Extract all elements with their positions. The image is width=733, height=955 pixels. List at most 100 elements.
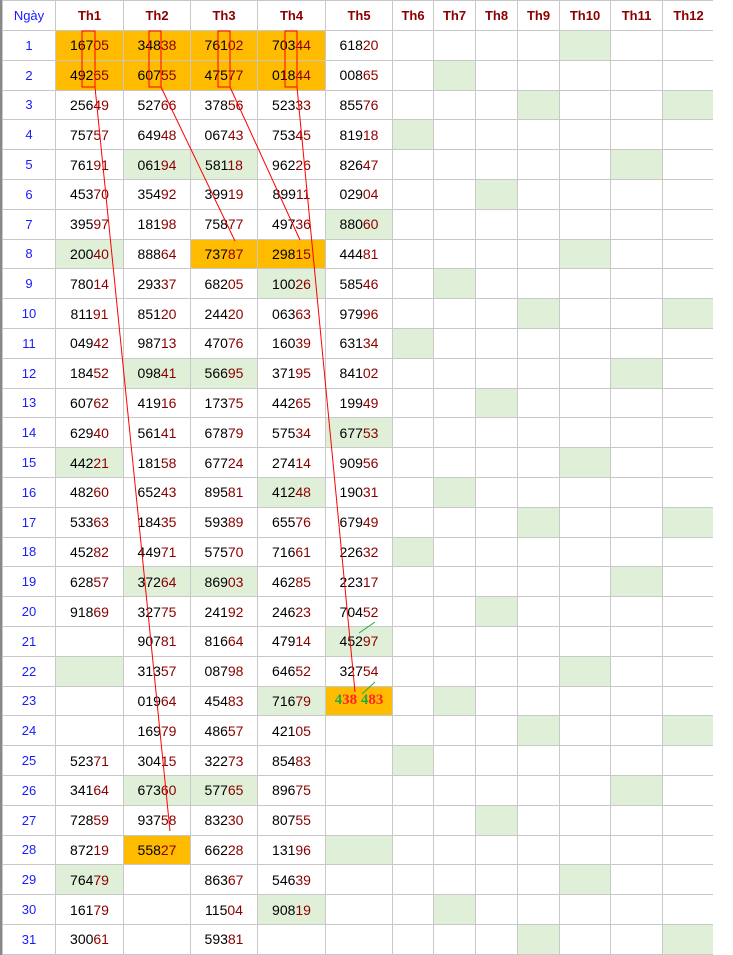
header-th9: Th9 bbox=[517, 0, 560, 31]
cell-th12 bbox=[662, 238, 715, 270]
cell-th10 bbox=[559, 178, 611, 210]
cell-th12 bbox=[662, 536, 715, 568]
cell-th1: 49265 bbox=[55, 59, 124, 91]
cell-th6 bbox=[392, 476, 434, 508]
cell-th6 bbox=[392, 536, 434, 568]
table-row: 14 62940 56141 67879 57534 67753 bbox=[2, 417, 715, 449]
cell-th11 bbox=[610, 566, 663, 598]
cell-th12 bbox=[662, 715, 715, 747]
cell-th11 bbox=[610, 804, 663, 836]
table-row: 6 45370 35492 39919 89911 02904 bbox=[2, 178, 715, 210]
cell-th7 bbox=[433, 298, 476, 329]
table-row: 30 16179 11504 90819 bbox=[2, 894, 715, 925]
cell-th8 bbox=[475, 715, 518, 747]
cell-th3: 24420 bbox=[190, 298, 258, 329]
cell-th7 bbox=[433, 625, 476, 657]
cell-th10 bbox=[559, 357, 611, 389]
cell-th8 bbox=[475, 268, 518, 300]
cell-th5: 19031 bbox=[325, 476, 393, 508]
cell-th9 bbox=[517, 566, 560, 598]
cell-th5: 82647 bbox=[325, 149, 393, 180]
cell-th4: 16039 bbox=[257, 327, 326, 359]
cell-th4: 75345 bbox=[257, 119, 326, 151]
cell-th4: 42105 bbox=[257, 715, 326, 747]
cell-th3: 11504 bbox=[190, 894, 258, 925]
cell-th5 bbox=[325, 715, 393, 747]
header-th5: Th5 bbox=[325, 0, 393, 31]
table-row: 24 16979 48657 42105 bbox=[2, 715, 715, 747]
cell-th7 bbox=[433, 745, 476, 776]
cell-th10 bbox=[559, 506, 611, 538]
cell-th2: 30415 bbox=[123, 745, 191, 776]
day-label: 16 bbox=[2, 476, 56, 508]
cell-th3: 58118 bbox=[190, 149, 258, 180]
day-label: 10 bbox=[2, 298, 56, 329]
cell-th5: 84102 bbox=[325, 357, 393, 389]
cell-th11 bbox=[610, 834, 663, 866]
cell-th1: 30061 bbox=[55, 923, 124, 955]
cell-th6 bbox=[392, 30, 434, 61]
cell-th9 bbox=[517, 685, 560, 717]
cell-th4: 46285 bbox=[257, 566, 326, 598]
cell-th3: 57570 bbox=[190, 536, 258, 568]
day-label: 28 bbox=[2, 834, 56, 866]
day-label: 25 bbox=[2, 745, 56, 776]
cell-th9 bbox=[517, 327, 560, 359]
cell-th5 bbox=[325, 894, 393, 925]
cell-th4: 06363 bbox=[257, 298, 326, 329]
cell-th11 bbox=[610, 298, 663, 329]
cell-th3: 73787 bbox=[190, 238, 258, 270]
cell-th12 bbox=[662, 357, 715, 389]
prediction-cell: 438 483 bbox=[325, 685, 393, 717]
cell-th2: 18198 bbox=[123, 208, 191, 240]
cell-th12 bbox=[662, 149, 715, 180]
cell-th9 bbox=[517, 268, 560, 300]
cell-th1: 48260 bbox=[55, 476, 124, 508]
cell-th3: 86367 bbox=[190, 864, 258, 896]
day-label: 6 bbox=[2, 178, 56, 210]
cell-th1: 75757 bbox=[55, 119, 124, 151]
cell-th2: 09841 bbox=[123, 357, 191, 389]
cell-th7 bbox=[433, 655, 476, 687]
cell-th10 bbox=[559, 208, 611, 240]
cell-th7 bbox=[433, 268, 476, 300]
cell-th3: 06743 bbox=[190, 119, 258, 151]
cell-th11 bbox=[610, 178, 663, 210]
cell-th5: 45297 bbox=[325, 625, 393, 657]
cell-th12 bbox=[662, 923, 715, 955]
cell-th9 bbox=[517, 238, 560, 270]
cell-th4 bbox=[257, 923, 326, 955]
cell-th7 bbox=[433, 894, 476, 925]
cell-th1: 04942 bbox=[55, 327, 124, 359]
table-row: 29 76479 86367 54639 bbox=[2, 864, 715, 896]
cell-th10 bbox=[559, 715, 611, 747]
cell-th5: 19949 bbox=[325, 387, 393, 419]
day-label: 8 bbox=[2, 238, 56, 270]
table-row: 13 60762 41916 17375 44265 19949 bbox=[2, 387, 715, 419]
cell-th2: 56141 bbox=[123, 417, 191, 449]
cell-th8 bbox=[475, 596, 518, 627]
cell-th8 bbox=[475, 447, 518, 478]
table-row: 20 91869 32775 24192 24623 70452 bbox=[2, 596, 715, 627]
day-label: 26 bbox=[2, 774, 56, 806]
cell-th12 bbox=[662, 625, 715, 657]
cell-th9 bbox=[517, 804, 560, 836]
cell-th6 bbox=[392, 685, 434, 717]
cell-th7 bbox=[433, 178, 476, 210]
cell-th5: 58546 bbox=[325, 268, 393, 300]
table-row: 9 78014 29337 68205 10026 58546 bbox=[2, 268, 715, 300]
cell-th10 bbox=[559, 566, 611, 598]
cell-th11 bbox=[610, 268, 663, 300]
cell-th6 bbox=[392, 327, 434, 359]
header-th4: Th4 bbox=[257, 0, 326, 31]
table-row: 18 45282 44971 57570 71661 22632 bbox=[2, 536, 715, 568]
cell-th8 bbox=[475, 149, 518, 180]
day-label: 21 bbox=[2, 625, 56, 657]
cell-th4: 80755 bbox=[257, 804, 326, 836]
day-label: 24 bbox=[2, 715, 56, 747]
cell-th8 bbox=[475, 745, 518, 776]
cell-th4: 47914 bbox=[257, 625, 326, 657]
cell-th2 bbox=[123, 864, 191, 896]
day-label: 27 bbox=[2, 804, 56, 836]
cell-th1 bbox=[55, 655, 124, 687]
